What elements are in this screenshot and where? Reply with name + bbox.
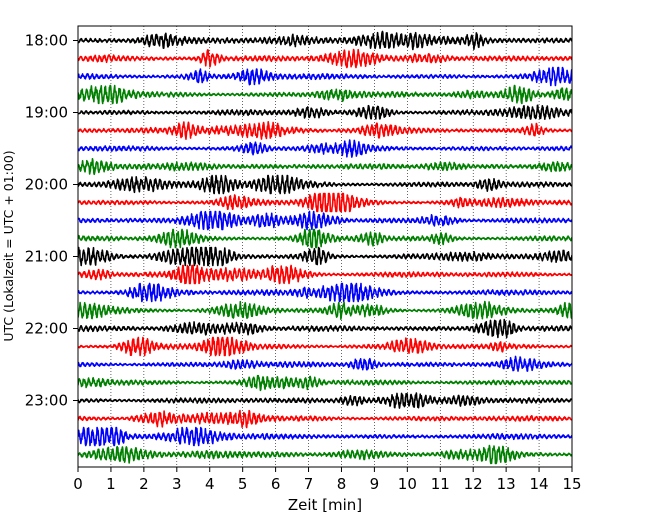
- seismic-trace: [78, 228, 572, 249]
- y-tick-label: 22:00: [25, 320, 68, 338]
- y-tick-label: 21:00: [25, 248, 68, 266]
- seismic-trace: [78, 318, 572, 339]
- seismic-trace: [78, 120, 572, 141]
- trace-group: [78, 30, 572, 465]
- y-tick-label: 23:00: [25, 392, 68, 410]
- y-axis-label: UTC (Lokalzeit = UTC + 01:00): [1, 150, 16, 341]
- x-tick-label: 1: [106, 475, 116, 493]
- x-tick-label: 15: [562, 475, 581, 493]
- seismic-trace: [78, 264, 572, 285]
- seismic-trace: [78, 104, 572, 121]
- seismic-trace: [78, 66, 572, 87]
- y-tick-label: 19:00: [25, 104, 68, 122]
- seismic-trace: [78, 336, 572, 357]
- x-tick-label: 12: [464, 475, 483, 493]
- seismic-trace: [78, 210, 572, 231]
- seismic-trace: [78, 246, 572, 267]
- seismic-trace: [78, 392, 572, 409]
- seismic-trace: [78, 84, 572, 105]
- x-tick-label: 10: [398, 475, 417, 493]
- seismic-trace: [78, 30, 572, 51]
- x-tick-label: 3: [172, 475, 182, 493]
- plot-frame: [77, 25, 573, 468]
- seismic-trace: [78, 139, 572, 158]
- x-tick-label: 2: [139, 475, 149, 493]
- seismic-trace: [78, 444, 572, 465]
- x-tick-label: 7: [304, 475, 314, 493]
- seismic-trace: [78, 355, 572, 372]
- seismic-trace: [78, 157, 572, 176]
- y-tick-label: 18:00: [25, 32, 68, 50]
- seismic-trace: [78, 426, 572, 447]
- x-axis: 0 1 2 3 4 5 6 7 8 9 10 11 12 13 14 15: [73, 467, 582, 493]
- x-tick-label: 13: [497, 475, 516, 493]
- x-tick-label: 6: [271, 475, 281, 493]
- x-tick-label: 0: [73, 475, 83, 493]
- seismic-trace: [78, 48, 572, 69]
- x-tick-label: 14: [530, 475, 549, 493]
- seismic-trace: [78, 192, 572, 213]
- x-axis-label: Zeit [min]: [288, 496, 362, 514]
- y-tick-label: 20:00: [25, 176, 68, 194]
- seismic-trace: [78, 374, 572, 392]
- x-tick-label: 4: [205, 475, 215, 493]
- x-tick-label: 11: [431, 475, 450, 493]
- x-tick-label: 8: [337, 475, 347, 493]
- seismic-trace: [78, 174, 572, 195]
- seismic-trace: [78, 282, 572, 303]
- seismic-trace: [78, 409, 572, 429]
- x-tick-label: 5: [238, 475, 248, 493]
- x-tick-label: 9: [370, 475, 380, 493]
- seismic-trace: [78, 300, 572, 320]
- y-axis: 18:00 19:00 20:00 21:00 22:00 23:00: [25, 32, 78, 410]
